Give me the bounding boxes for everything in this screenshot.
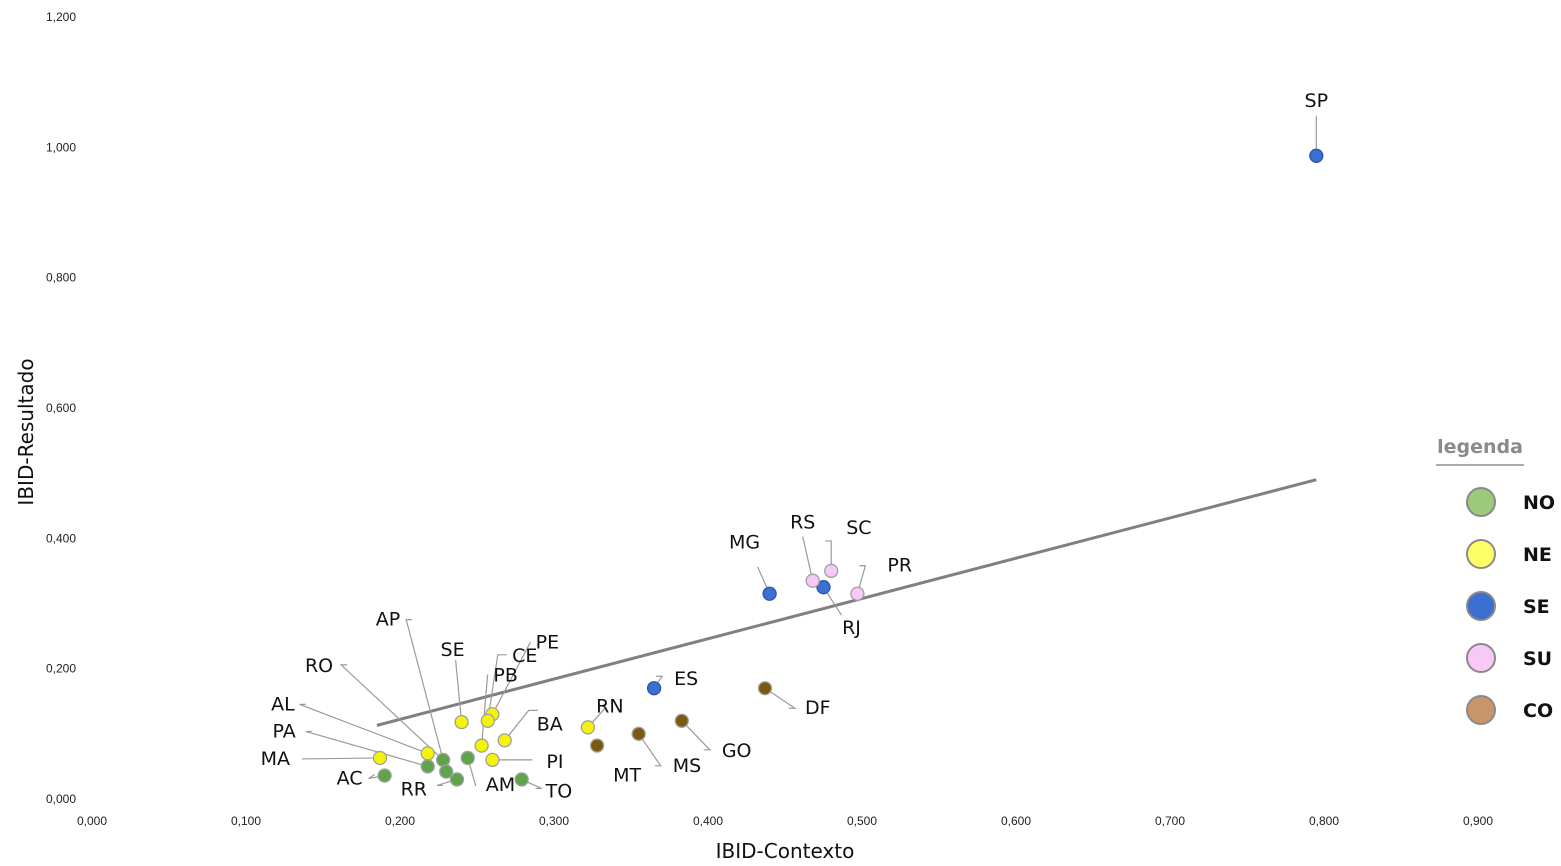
y-tick-label: 0,800 [46, 271, 76, 285]
x-tick-label: 0,000 [77, 814, 107, 828]
point-label-pe: PE [536, 631, 559, 653]
point-label-ce: CE [512, 645, 537, 667]
point-label-ap: AP [376, 609, 400, 631]
point-label-rj: RJ [842, 617, 861, 639]
data-point-ba [498, 734, 511, 747]
point-label-ac: AC [337, 768, 363, 790]
x-tick-label: 0,900 [1463, 814, 1493, 828]
legend-marker-su [1467, 644, 1495, 672]
point-label-ma: MA [261, 748, 290, 770]
y-tick-label: 0,200 [46, 662, 76, 676]
y-tick-label: 1,000 [46, 140, 76, 154]
data-point-am [461, 751, 474, 764]
leader-line-pa [306, 731, 428, 766]
x-tick-label: 0,200 [385, 814, 415, 828]
y-tick-label: 0,000 [46, 792, 76, 806]
point-label-pa: PA [272, 720, 295, 742]
point-label-ms: MS [673, 755, 701, 777]
leader-line-ma [302, 758, 380, 759]
x-tick-label: 0,700 [1155, 814, 1185, 828]
point-label-rs: RS [790, 512, 815, 534]
legend-label-ne: NE [1523, 544, 1552, 566]
point-label-ro: RO [305, 655, 333, 677]
data-point-rr [450, 773, 463, 786]
leader-line-al [300, 704, 428, 753]
data-point-df [758, 682, 771, 695]
point-label-ba: BA [537, 713, 563, 735]
data-point-es [648, 682, 661, 695]
point-label-pi: PI [546, 751, 563, 773]
x-axis-title: IBID-Contexto [716, 839, 855, 863]
x-tick-label: 0,500 [847, 814, 877, 828]
point-label-sc: SC [846, 517, 871, 539]
point-label-am: AM [486, 774, 515, 796]
data-point-pi [486, 753, 499, 766]
data-point-ro [437, 753, 450, 766]
legend-marker-co [1467, 696, 1495, 724]
point-label-al: AL [271, 693, 295, 715]
y-tick-label: 1,200 [46, 10, 76, 24]
point-label-to: TO [545, 780, 573, 802]
data-point-ac [378, 769, 391, 782]
y-axis-title: IBID-Resultado [14, 358, 38, 505]
data-point-pr [851, 587, 864, 600]
point-label-rr: RR [401, 778, 427, 800]
point-label-df: DF [805, 697, 831, 719]
data-point-al [421, 747, 434, 760]
legend-title: legenda [1437, 436, 1523, 458]
legend-marker-no [1467, 488, 1495, 516]
data-point-ma [373, 751, 386, 764]
data-point-pa [421, 760, 434, 773]
legend-label-se: SE [1523, 596, 1550, 618]
data-point-pb [475, 739, 488, 752]
legend-label-su: SU [1523, 648, 1552, 670]
data-point-mt [591, 739, 604, 752]
point-label-pb: PB [493, 665, 518, 687]
data-point-sp [1310, 149, 1323, 162]
point-label-se: SE [441, 639, 465, 661]
point-label-pr: PR [887, 555, 912, 577]
legend-marker-ne [1467, 540, 1495, 568]
point-label-mg: MG [729, 532, 760, 554]
legend-label-no: NO [1523, 492, 1555, 514]
data-point-sc [825, 564, 838, 577]
legend-marker-se [1467, 592, 1495, 620]
x-tick-label: 0,400 [693, 814, 723, 828]
point-label-rn: RN [596, 695, 623, 717]
data-point-mg [763, 587, 776, 600]
x-tick-label: 0,800 [1309, 814, 1339, 828]
y-tick-label: 0,400 [46, 531, 76, 545]
data-point-ce [481, 714, 494, 727]
legend-label-co: CO [1523, 700, 1553, 722]
data-point-se [455, 716, 468, 729]
x-tick-label: 0,300 [539, 814, 569, 828]
point-label-mt: MT [613, 765, 641, 787]
data-point-to [515, 773, 528, 786]
data-point-ms [632, 727, 645, 740]
data-point-rs [806, 574, 819, 587]
data-point-go [675, 714, 688, 727]
point-label-go: GO [722, 740, 752, 762]
y-tick-label: 0,600 [46, 401, 76, 415]
legend: legenda NO NE SE SU CO [1436, 436, 1555, 724]
leader-line-se [456, 660, 462, 722]
data-point-rn [581, 721, 594, 734]
x-tick-label: 0,100 [231, 814, 261, 828]
point-label-sp: SP [1305, 90, 1329, 112]
x-tick-label: 0,600 [1001, 814, 1031, 828]
point-label-es: ES [674, 668, 698, 690]
